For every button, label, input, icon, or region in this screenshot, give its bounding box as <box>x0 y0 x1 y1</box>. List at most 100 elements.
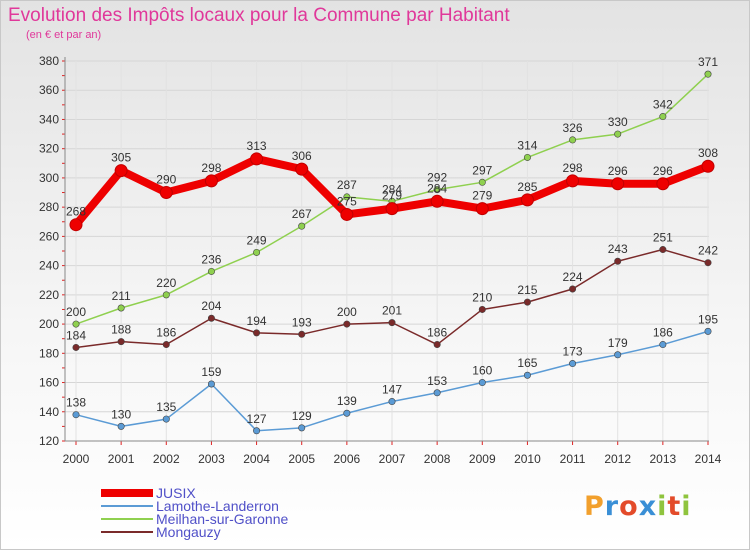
data-label: 279 <box>382 189 402 203</box>
data-point <box>207 267 215 275</box>
logo-letter: i <box>657 491 668 522</box>
data-label: 159 <box>201 365 221 379</box>
data-point <box>523 153 531 161</box>
data-point <box>343 409 351 417</box>
y-tick-label: 180 <box>39 346 59 360</box>
data-point <box>478 379 486 387</box>
data-point <box>523 371 531 379</box>
data-label: 186 <box>427 326 447 340</box>
y-tick-label: 220 <box>39 288 59 302</box>
data-label: 243 <box>608 242 628 256</box>
data-label: 342 <box>653 98 673 112</box>
data-label: 236 <box>201 252 221 266</box>
logo-letter: x <box>638 491 658 522</box>
data-label: 285 <box>517 180 537 194</box>
data-label: 306 <box>292 149 312 163</box>
data-label: 153 <box>427 374 447 388</box>
logo-letter: o <box>619 491 639 522</box>
data-label: 138 <box>66 396 86 410</box>
data-point <box>433 341 441 349</box>
data-point <box>388 319 396 327</box>
data-point <box>72 320 80 328</box>
data-point <box>478 178 486 186</box>
data-point <box>523 298 531 306</box>
data-point <box>72 343 80 351</box>
data-point <box>114 164 128 178</box>
data-label: 201 <box>382 304 402 318</box>
data-label: 165 <box>517 356 537 370</box>
chart-title: Evolution des Impôts locaux pour la Comm… <box>8 5 510 26</box>
data-label: 268 <box>66 205 86 219</box>
x-tick-label: 2006 <box>334 452 361 466</box>
data-label: 284 <box>427 181 447 195</box>
data-label: 193 <box>292 315 312 329</box>
data-point <box>475 202 489 216</box>
data-point <box>433 389 441 397</box>
data-label: 220 <box>156 276 176 290</box>
data-point <box>162 291 170 299</box>
x-tick-label: 2000 <box>63 452 90 466</box>
data-label: 251 <box>653 231 673 245</box>
data-label: 224 <box>563 270 583 284</box>
data-point <box>659 113 667 121</box>
x-tick-label: 2002 <box>153 452 180 466</box>
legend-label: Mongauzy <box>156 524 221 540</box>
x-tick-label: 2007 <box>379 452 406 466</box>
y-tick-label: 280 <box>39 200 59 214</box>
data-label: 314 <box>517 138 537 152</box>
y-tick-label: 240 <box>39 259 59 273</box>
y-tick-label: 140 <box>39 405 59 419</box>
x-tick-label: 2003 <box>198 452 225 466</box>
data-point <box>569 136 577 144</box>
data-point <box>298 330 306 338</box>
data-point <box>117 304 125 312</box>
data-label: 297 <box>472 163 492 177</box>
data-point <box>566 174 580 188</box>
data-label: 296 <box>653 164 673 178</box>
data-point <box>204 174 218 188</box>
data-point <box>385 202 399 216</box>
data-label: 292 <box>427 171 447 185</box>
data-label: 326 <box>563 121 583 135</box>
data-point <box>388 398 396 406</box>
data-label: 204 <box>201 299 221 313</box>
data-point <box>659 246 667 254</box>
y-tick-label: 360 <box>39 83 59 97</box>
data-point <box>704 327 712 335</box>
data-label: 184 <box>66 328 86 342</box>
data-label: 179 <box>608 336 628 350</box>
data-point <box>656 177 670 191</box>
data-label: 130 <box>111 407 131 421</box>
data-label: 127 <box>247 412 267 426</box>
data-label: 200 <box>337 305 357 319</box>
data-label: 330 <box>608 115 628 129</box>
x-tick-label: 2001 <box>108 452 135 466</box>
data-point <box>295 162 309 176</box>
x-tick-label: 2011 <box>560 452 586 466</box>
legend-label: Lamothe-Landerron <box>156 498 279 514</box>
data-point <box>569 285 577 293</box>
x-tick-label: 2004 <box>243 452 270 466</box>
data-label: 298 <box>201 161 221 175</box>
data-label: 298 <box>563 161 583 175</box>
y-tick-label: 120 <box>39 434 59 448</box>
data-label: 275 <box>337 194 357 208</box>
data-label: 290 <box>156 173 176 187</box>
data-point <box>433 186 441 194</box>
logo-letter: i <box>681 491 692 522</box>
logo-letter: P <box>584 491 605 522</box>
data-label: 305 <box>111 151 131 165</box>
data-label: 188 <box>111 323 131 337</box>
data-point <box>704 70 712 78</box>
x-tick-label: 2012 <box>604 452 631 466</box>
logo-letter: t <box>667 491 682 522</box>
data-label: 308 <box>698 146 718 160</box>
data-label: 173 <box>563 345 583 359</box>
data-label: 296 <box>608 164 628 178</box>
data-point <box>250 152 264 166</box>
legend-label: JUSIX <box>156 485 196 501</box>
x-tick-label: 2005 <box>288 452 315 466</box>
proxiti-logo: Proxiti <box>584 491 692 522</box>
